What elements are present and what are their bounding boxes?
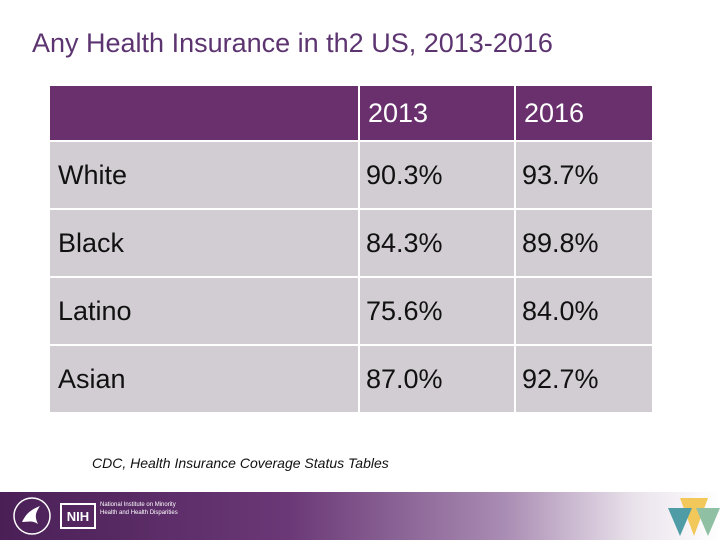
table-row: White 90.3% 93.7% — [48, 140, 654, 210]
row-label: Latino — [48, 276, 360, 346]
insurance-table: 2013 2016 White 90.3% 93.7% Black 84.3% … — [48, 84, 654, 414]
row-label: White — [48, 140, 360, 210]
row-label: Asian — [48, 344, 360, 414]
table-row: Asian 87.0% 92.7% — [48, 344, 654, 414]
value-2016: 92.7% — [514, 344, 654, 414]
row-label: Black — [48, 208, 360, 278]
table-row: Latino 75.6% 84.0% — [48, 276, 654, 346]
value-2013: 90.3% — [358, 140, 516, 210]
footer-bar: NIH National Institute on Minority Healt… — [0, 492, 720, 540]
value-2016: 84.0% — [514, 276, 654, 346]
decorative-triangles-icon — [668, 498, 720, 536]
source-citation: CDC, Health Insurance Coverage Status Ta… — [92, 455, 389, 471]
hhs-eagle-icon — [13, 497, 51, 535]
nih-logo-badge: NIH — [60, 503, 96, 529]
value-2016: 93.7% — [514, 140, 654, 210]
table-header-row: 2013 2016 — [48, 84, 654, 142]
slide-title: Any Health Insurance in th2 US, 2013-201… — [32, 28, 553, 58]
value-2013: 84.3% — [358, 208, 516, 278]
value-2013: 87.0% — [358, 344, 516, 414]
header-2013: 2013 — [358, 84, 516, 142]
value-2013: 75.6% — [358, 276, 516, 346]
header-blank — [48, 84, 360, 142]
header-2016: 2016 — [514, 84, 654, 142]
value-2016: 89.8% — [514, 208, 654, 278]
table-row: Black 84.3% 89.8% — [48, 208, 654, 278]
nimhd-name: National Institute on Minority Health an… — [100, 502, 178, 516]
